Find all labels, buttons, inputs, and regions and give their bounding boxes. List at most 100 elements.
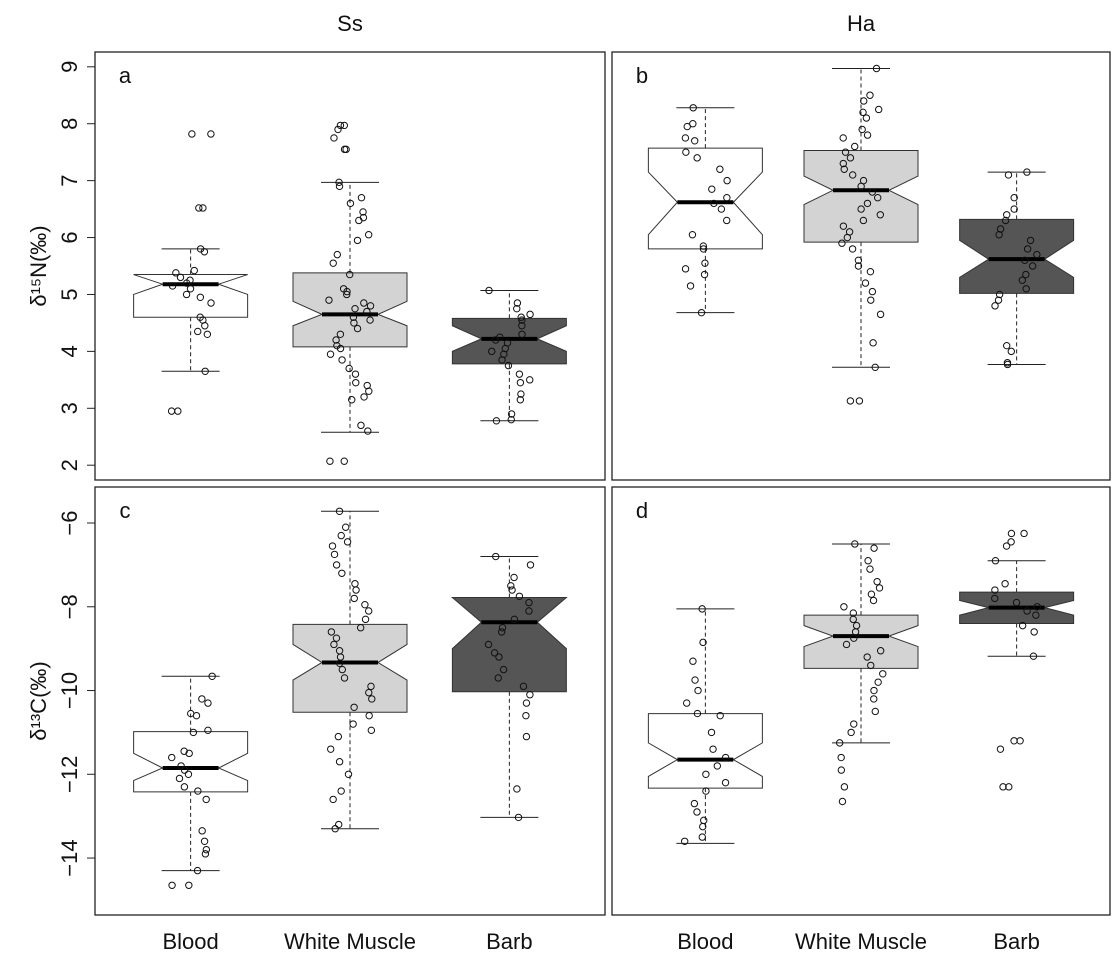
data-point [837,753,845,762]
data-point [326,457,334,465]
data-point [849,615,857,624]
data-point [1018,621,1027,630]
data-point [367,726,376,735]
data-point [336,330,345,338]
data-point [488,347,496,356]
data-point [355,216,363,225]
data-point [870,686,878,695]
box [133,731,249,793]
data-point [867,661,875,670]
data-point [850,720,858,728]
data-point [850,634,858,642]
data-point [858,125,866,134]
data-point [840,603,848,611]
data-point [870,544,878,552]
data-point [180,747,188,755]
y-tick-label: 3 [57,402,82,414]
data-point [332,561,341,569]
data-point [866,565,874,573]
data-point [345,364,353,373]
data-point [717,205,726,213]
data-point [702,770,710,778]
data-point [193,866,202,875]
data-point [344,770,353,778]
data-point [866,267,875,276]
data-point [851,142,859,151]
data-point [851,540,859,548]
data-point [838,797,847,806]
data-point [1016,737,1024,745]
data-point [195,204,203,212]
data-point [335,758,344,766]
data-point [338,569,346,577]
data-point [174,407,182,415]
data-point [869,339,877,347]
data-point [513,299,522,307]
data-point [863,131,872,139]
data-point [335,507,344,515]
data-point [522,732,531,741]
data-point [682,699,691,707]
data-point [349,313,358,321]
data-point [1001,216,1010,225]
data-point [492,417,501,425]
data-point [859,216,868,225]
data-point [336,344,345,353]
data-point [338,356,346,364]
data-point [840,165,848,173]
data-point [707,728,716,737]
data-point [1004,171,1013,179]
panel-frame [611,51,1111,481]
data-point [365,387,373,395]
y-axis-label: δ¹⁵N(‰) [26,225,51,306]
data-point [518,322,526,330]
data-point [340,145,349,154]
data-point [1001,580,1009,588]
data-point [526,310,534,319]
data-point [350,594,358,603]
data-point [841,148,850,156]
data-point [1021,256,1029,265]
data-point [691,676,699,684]
data-point [1005,783,1013,791]
data-point [698,833,706,841]
y-tick-label: 2 [57,459,82,471]
data-point [879,670,887,678]
data-point [723,216,731,225]
data-point [352,586,360,594]
data-point [1007,538,1015,546]
data-point [491,336,500,344]
data-point [716,711,724,720]
data-point [867,296,875,304]
data-point [326,350,335,358]
data-point [689,120,697,128]
data-point [849,171,857,179]
box [133,274,249,318]
data-point [198,827,206,835]
data-point [840,783,849,791]
data-point [351,370,360,378]
data-point [328,542,337,550]
data-point [186,285,195,293]
data-point [686,282,695,290]
data-point [1023,607,1031,615]
data-point [499,665,508,674]
data-point [1012,598,1021,607]
data-point [875,584,884,592]
data-point [1032,611,1040,619]
data-point [516,378,525,387]
y-tick-label: 8 [57,118,82,130]
data-point [699,242,708,250]
box [647,713,763,789]
data-point [519,682,528,691]
data-point [723,194,731,202]
data-point [876,211,885,219]
panel-frame [611,486,1111,916]
data-point [351,304,359,313]
data-point [510,573,518,582]
data-point [185,749,193,758]
box [647,147,763,250]
box [292,623,408,713]
data-point [356,624,365,632]
data-point [367,682,375,691]
